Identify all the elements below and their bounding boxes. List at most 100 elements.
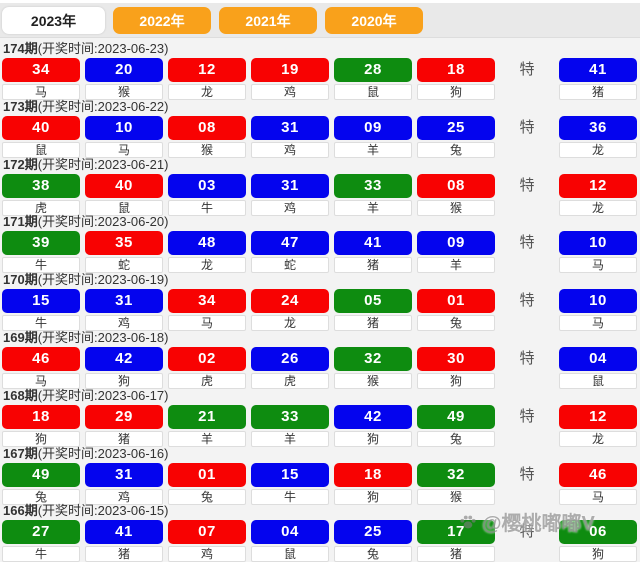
ball-number: 31 — [251, 115, 329, 140]
special-label: 特 — [519, 176, 535, 194]
ball-row: 15 牛 31 鸡 34 马 24 龙 05 猪 01 兔特 10 马 — [2, 289, 640, 332]
ball-zodiac: 虎 — [2, 199, 80, 216]
ball-number: 41 — [334, 231, 412, 256]
special-ball: 46 马 — [559, 462, 637, 505]
lottery-ball: 08 猴 — [168, 115, 246, 158]
ball-number: 34 — [168, 289, 246, 314]
ball-number: 17 — [417, 520, 495, 545]
ball-zodiac: 兔 — [417, 141, 495, 158]
draw-time: (开奖时间:2023-06-23) — [37, 41, 169, 56]
lottery-ball: 31 鸡 — [85, 289, 163, 332]
lottery-ball: 32 猴 — [334, 346, 412, 389]
tab-2023[interactable]: 2023年 — [2, 7, 105, 34]
ball-zodiac: 牛 — [251, 488, 329, 505]
lottery-ball: 08 猴 — [417, 173, 495, 216]
special-label: 特 — [519, 465, 535, 483]
ball-number: 40 — [2, 115, 80, 140]
ball-zodiac: 猴 — [85, 84, 163, 100]
lottery-ball: 15 牛 — [251, 462, 329, 505]
ball-number: 38 — [2, 173, 80, 198]
special-label: 特 — [519, 523, 535, 541]
ball-zodiac: 猪 — [334, 257, 412, 274]
lottery-ball: 12 龙 — [168, 58, 246, 100]
tab-2020[interactable]: 2020年 — [325, 7, 423, 34]
ball-number: 01 — [168, 462, 246, 487]
year-tabs: 2023年 2022年 2021年 2020年 — [0, 0, 640, 38]
ball-number: 32 — [334, 346, 412, 371]
ball-number: 15 — [251, 462, 329, 487]
draw-period: 167期 — [3, 445, 38, 461]
ball-number: 10 — [85, 115, 163, 140]
draw-title: 168期(开奖时间:2023-06-17) — [3, 388, 640, 403]
special-label: 特 — [519, 349, 535, 367]
lottery-ball: 35 蛇 — [85, 231, 163, 274]
lottery-ball: 49 兔 — [2, 462, 80, 505]
lottery-ball: 19 鸡 — [251, 58, 329, 100]
lottery-ball: 41 猪 — [85, 520, 163, 562]
lottery-ball: 41 猪 — [334, 231, 412, 274]
ball-number: 04 — [559, 346, 637, 371]
ball-number: 12 — [559, 404, 637, 429]
lottery-ball: 15 牛 — [2, 289, 80, 332]
lottery-ball: 31 鸡 — [251, 115, 329, 158]
ball-number: 49 — [417, 404, 495, 429]
ball-number: 20 — [85, 58, 163, 82]
ball-number: 31 — [85, 289, 163, 314]
lottery-ball: 20 猴 — [85, 58, 163, 100]
special-label: 特 — [519, 118, 535, 136]
ball-zodiac: 龙 — [559, 199, 637, 216]
draw-time: (开奖时间:2023-06-19) — [37, 272, 169, 288]
lottery-ball: 47 蛇 — [251, 231, 329, 274]
ball-zodiac: 虎 — [168, 372, 246, 389]
special-ball: 06 狗 — [559, 520, 637, 562]
lottery-ball: 10 马 — [85, 115, 163, 158]
ball-row: 38 虎 40 鼠 03 牛 31 鸡 33 羊 08 猴特 12 龙 — [2, 173, 640, 216]
ball-number: 41 — [85, 520, 163, 545]
special-ball: 04 鼠 — [559, 346, 637, 389]
draw-period: 172期 — [3, 156, 38, 172]
ball-zodiac: 羊 — [417, 257, 495, 274]
draw-row: 172期(开奖时间:2023-06-21) 38 虎 40 鼠 03 牛 31 鸡 33 羊 08 猴特… — [2, 157, 640, 216]
ball-zodiac: 马 — [559, 488, 637, 505]
ball-zodiac: 龙 — [168, 257, 246, 274]
ball-number: 04 — [251, 520, 329, 545]
draw-row: 167期(开奖时间:2023-06-16) 49 兔 31 鸡 01 兔 15 牛 18 狗 32 猴特… — [2, 445, 640, 505]
ball-zodiac: 猴 — [417, 488, 495, 505]
draw-list: 174期(开奖时间:2023-06-23) 34 马 20 猴 12 龙 19 鸡 28 鼠 18 狗特… — [0, 38, 640, 562]
draw-time: (开奖时间:2023-06-21) — [37, 156, 169, 172]
special-ball: 10 马 — [559, 231, 637, 274]
draw-title: 173期(开奖时间:2023-06-22) — [3, 99, 640, 114]
lottery-ball: 49 兔 — [417, 404, 495, 447]
ball-zodiac: 龙 — [559, 430, 637, 447]
ball-number: 41 — [559, 58, 637, 82]
ball-row: 34 马 20 猴 12 龙 19 鸡 28 鼠 18 狗 特 41 猪 — [2, 58, 640, 100]
ball-number: 33 — [334, 173, 412, 198]
ball-row: 18 狗 29 猪 21 羊 33 羊 42 狗 49 兔特 12 龙 — [2, 404, 640, 447]
lottery-ball: 25 兔 — [417, 115, 495, 158]
ball-zodiac: 羊 — [334, 141, 412, 158]
ball-number: 31 — [85, 462, 163, 487]
draw-period: 168期 — [3, 387, 38, 403]
ball-number: 42 — [334, 404, 412, 429]
tab-2022[interactable]: 2022年 — [113, 7, 211, 34]
draw-title: 174期(开奖时间:2023-06-23) — [3, 41, 640, 56]
ball-row: 49 兔 31 鸡 01 兔 15 牛 18 狗 32 猴特 46 马 — [2, 462, 640, 505]
ball-number: 49 — [2, 462, 80, 487]
special-label: 特 — [519, 61, 535, 78]
ball-zodiac: 蛇 — [251, 257, 329, 274]
ball-zodiac: 猪 — [559, 84, 637, 100]
ball-number: 32 — [417, 462, 495, 487]
ball-zodiac: 狗 — [85, 372, 163, 389]
ball-number: 01 — [417, 289, 495, 314]
ball-zodiac: 猪 — [85, 430, 163, 447]
tab-2021[interactable]: 2021年 — [219, 7, 317, 34]
draw-row: 173期(开奖时间:2023-06-22) 40 鼠 10 马 08 猴 31 鸡 09 羊 25 兔特… — [2, 99, 640, 158]
lottery-ball: 26 虎 — [251, 346, 329, 389]
ball-zodiac: 狗 — [334, 430, 412, 447]
ball-zodiac: 虎 — [251, 372, 329, 389]
ball-number: 07 — [168, 520, 246, 545]
draw-title: 172期(开奖时间:2023-06-21) — [3, 157, 640, 172]
lottery-ball: 31 鸡 — [251, 173, 329, 216]
lottery-ball: 04 鼠 — [251, 520, 329, 562]
ball-row: 27 牛 41 猪 07 鸡 04 鼠 25 兔 17 猪 特 06 狗 — [2, 520, 640, 562]
